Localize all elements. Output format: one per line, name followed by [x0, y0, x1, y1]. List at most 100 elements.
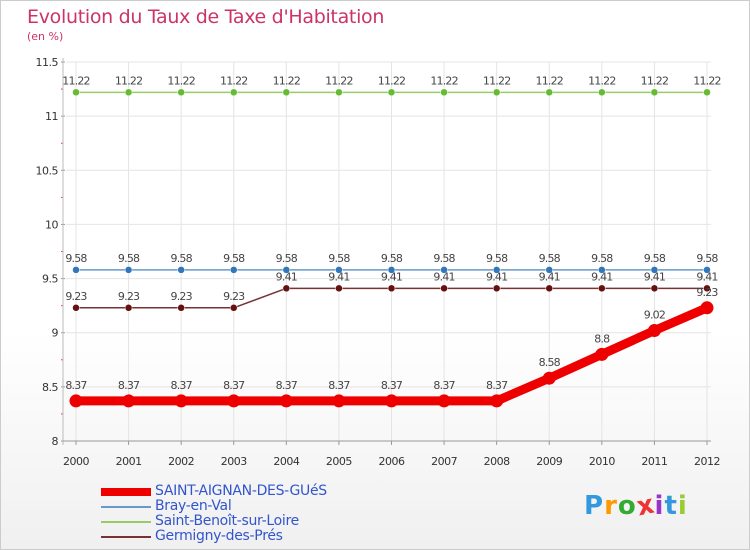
- data-label: 9.41: [381, 270, 402, 283]
- data-point: [437, 394, 451, 408]
- data-label: 9.58: [433, 252, 455, 265]
- data-label: 9.58: [591, 252, 613, 265]
- data-point: [440, 284, 448, 293]
- data-point: [335, 266, 343, 274]
- data-point: [492, 88, 501, 97]
- data-point: [650, 266, 659, 274]
- y-tick-label: 10: [45, 218, 58, 231]
- data-point: [598, 266, 606, 274]
- data-point: [279, 394, 293, 408]
- data-point: [598, 284, 606, 293]
- data-label-layer: 11.22 11.22 11.22 11.22 11.22 11.22 11.22 11.22…: [62, 74, 721, 392]
- data-label: 9.58: [118, 252, 140, 265]
- data-point: [490, 394, 504, 408]
- data-point: [69, 394, 83, 408]
- data-point: [122, 394, 136, 408]
- data-point: [492, 284, 501, 293]
- logo-letter: P: [584, 491, 605, 521]
- legend: SAINT-AIGNAN-DES-GUéS Bray-en-Val Saint-…: [101, 483, 401, 545]
- proxiti-logo: Proxiti: [584, 489, 688, 522]
- data-label: 9.41: [591, 270, 612, 283]
- data-label: 9.41: [644, 270, 665, 283]
- series-layer: [69, 88, 714, 408]
- data-label: 9.41: [539, 270, 560, 283]
- data-point: [230, 266, 238, 274]
- data-label: 8.37: [171, 379, 193, 392]
- data-label: 11.22: [273, 74, 301, 87]
- data-label: 9.41: [433, 270, 454, 283]
- data-point: [545, 266, 553, 274]
- data-label: 8.37: [328, 379, 350, 392]
- data-label: 8.37: [381, 379, 403, 392]
- series-bray-en-val: [72, 266, 711, 274]
- data-point: [230, 304, 238, 312]
- data-point: [387, 284, 396, 293]
- data-label: 9.02: [644, 309, 665, 322]
- data-label: 8.37: [486, 379, 508, 392]
- data-label: 8.37: [276, 379, 298, 392]
- data-point: [124, 304, 133, 312]
- data-point: [595, 347, 609, 361]
- data-label: 9.23: [696, 286, 718, 299]
- data-label: 11.22: [115, 74, 143, 87]
- data-point: [335, 88, 343, 97]
- y-tick-label: 11: [45, 110, 58, 123]
- data-label: 9.58: [328, 252, 350, 265]
- data-point: [227, 394, 241, 408]
- x-tick-label: 2008: [484, 455, 510, 468]
- data-label: 8.58: [539, 356, 561, 369]
- x-tick-label: 2009: [536, 455, 562, 468]
- data-label: 11.22: [62, 74, 90, 87]
- data-point: [282, 266, 291, 274]
- data-point: [650, 284, 659, 293]
- data-label: 9.23: [118, 290, 140, 303]
- x-tick-label: 2003: [221, 455, 247, 468]
- data-label: 9.41: [486, 270, 507, 283]
- data-label: 8.37: [118, 379, 140, 392]
- data-point: [124, 266, 133, 274]
- data-point: [177, 88, 185, 97]
- data-point: [700, 301, 714, 315]
- data-point: [282, 284, 291, 293]
- legend-swatch: [101, 506, 151, 508]
- data-point: [230, 88, 238, 97]
- legend-swatch: [101, 488, 151, 496]
- chart-title: Evolution du Taux de Taxe d'Habitation: [27, 6, 385, 28]
- data-label: 11.22: [220, 74, 248, 87]
- logo-letter: i: [654, 491, 665, 521]
- x-tick-label: 2007: [431, 455, 457, 468]
- y-tick-label: 11.5: [36, 56, 59, 69]
- data-point: [332, 394, 346, 408]
- data-point: [387, 88, 396, 97]
- data-point: [387, 266, 396, 274]
- data-point: [650, 88, 659, 97]
- data-label: 9.58: [486, 252, 508, 265]
- data-point: [72, 88, 80, 97]
- legend-item: Bray-en-Val: [101, 498, 401, 515]
- data-point: [177, 304, 185, 312]
- data-point: [703, 284, 711, 293]
- x-tick-label: 2001: [116, 455, 142, 468]
- legend-item: Germigny-des-Prés: [101, 528, 401, 545]
- x-tick-label: 2010: [589, 455, 615, 468]
- legend-swatch: [101, 521, 151, 523]
- data-label: 11.22: [536, 74, 564, 87]
- y-tick-label: 9.5: [42, 273, 58, 286]
- data-point: [124, 88, 133, 97]
- data-point: [72, 304, 80, 312]
- logo-letter: o: [617, 491, 637, 521]
- data-label: 11.22: [378, 74, 406, 87]
- legend-swatch: [101, 536, 151, 538]
- data-label: 9.58: [171, 252, 193, 265]
- grid-layer: [66, 61, 711, 442]
- legend-label: Germigny-des-Prés: [155, 528, 283, 544]
- data-label: 8.37: [65, 379, 87, 392]
- x-tick-label: 2005: [326, 455, 352, 468]
- data-label: 9.23: [223, 290, 245, 303]
- data-point: [440, 266, 448, 274]
- data-label: 8.8: [594, 332, 610, 345]
- data-point: [72, 266, 80, 274]
- data-label: 9.23: [65, 290, 87, 303]
